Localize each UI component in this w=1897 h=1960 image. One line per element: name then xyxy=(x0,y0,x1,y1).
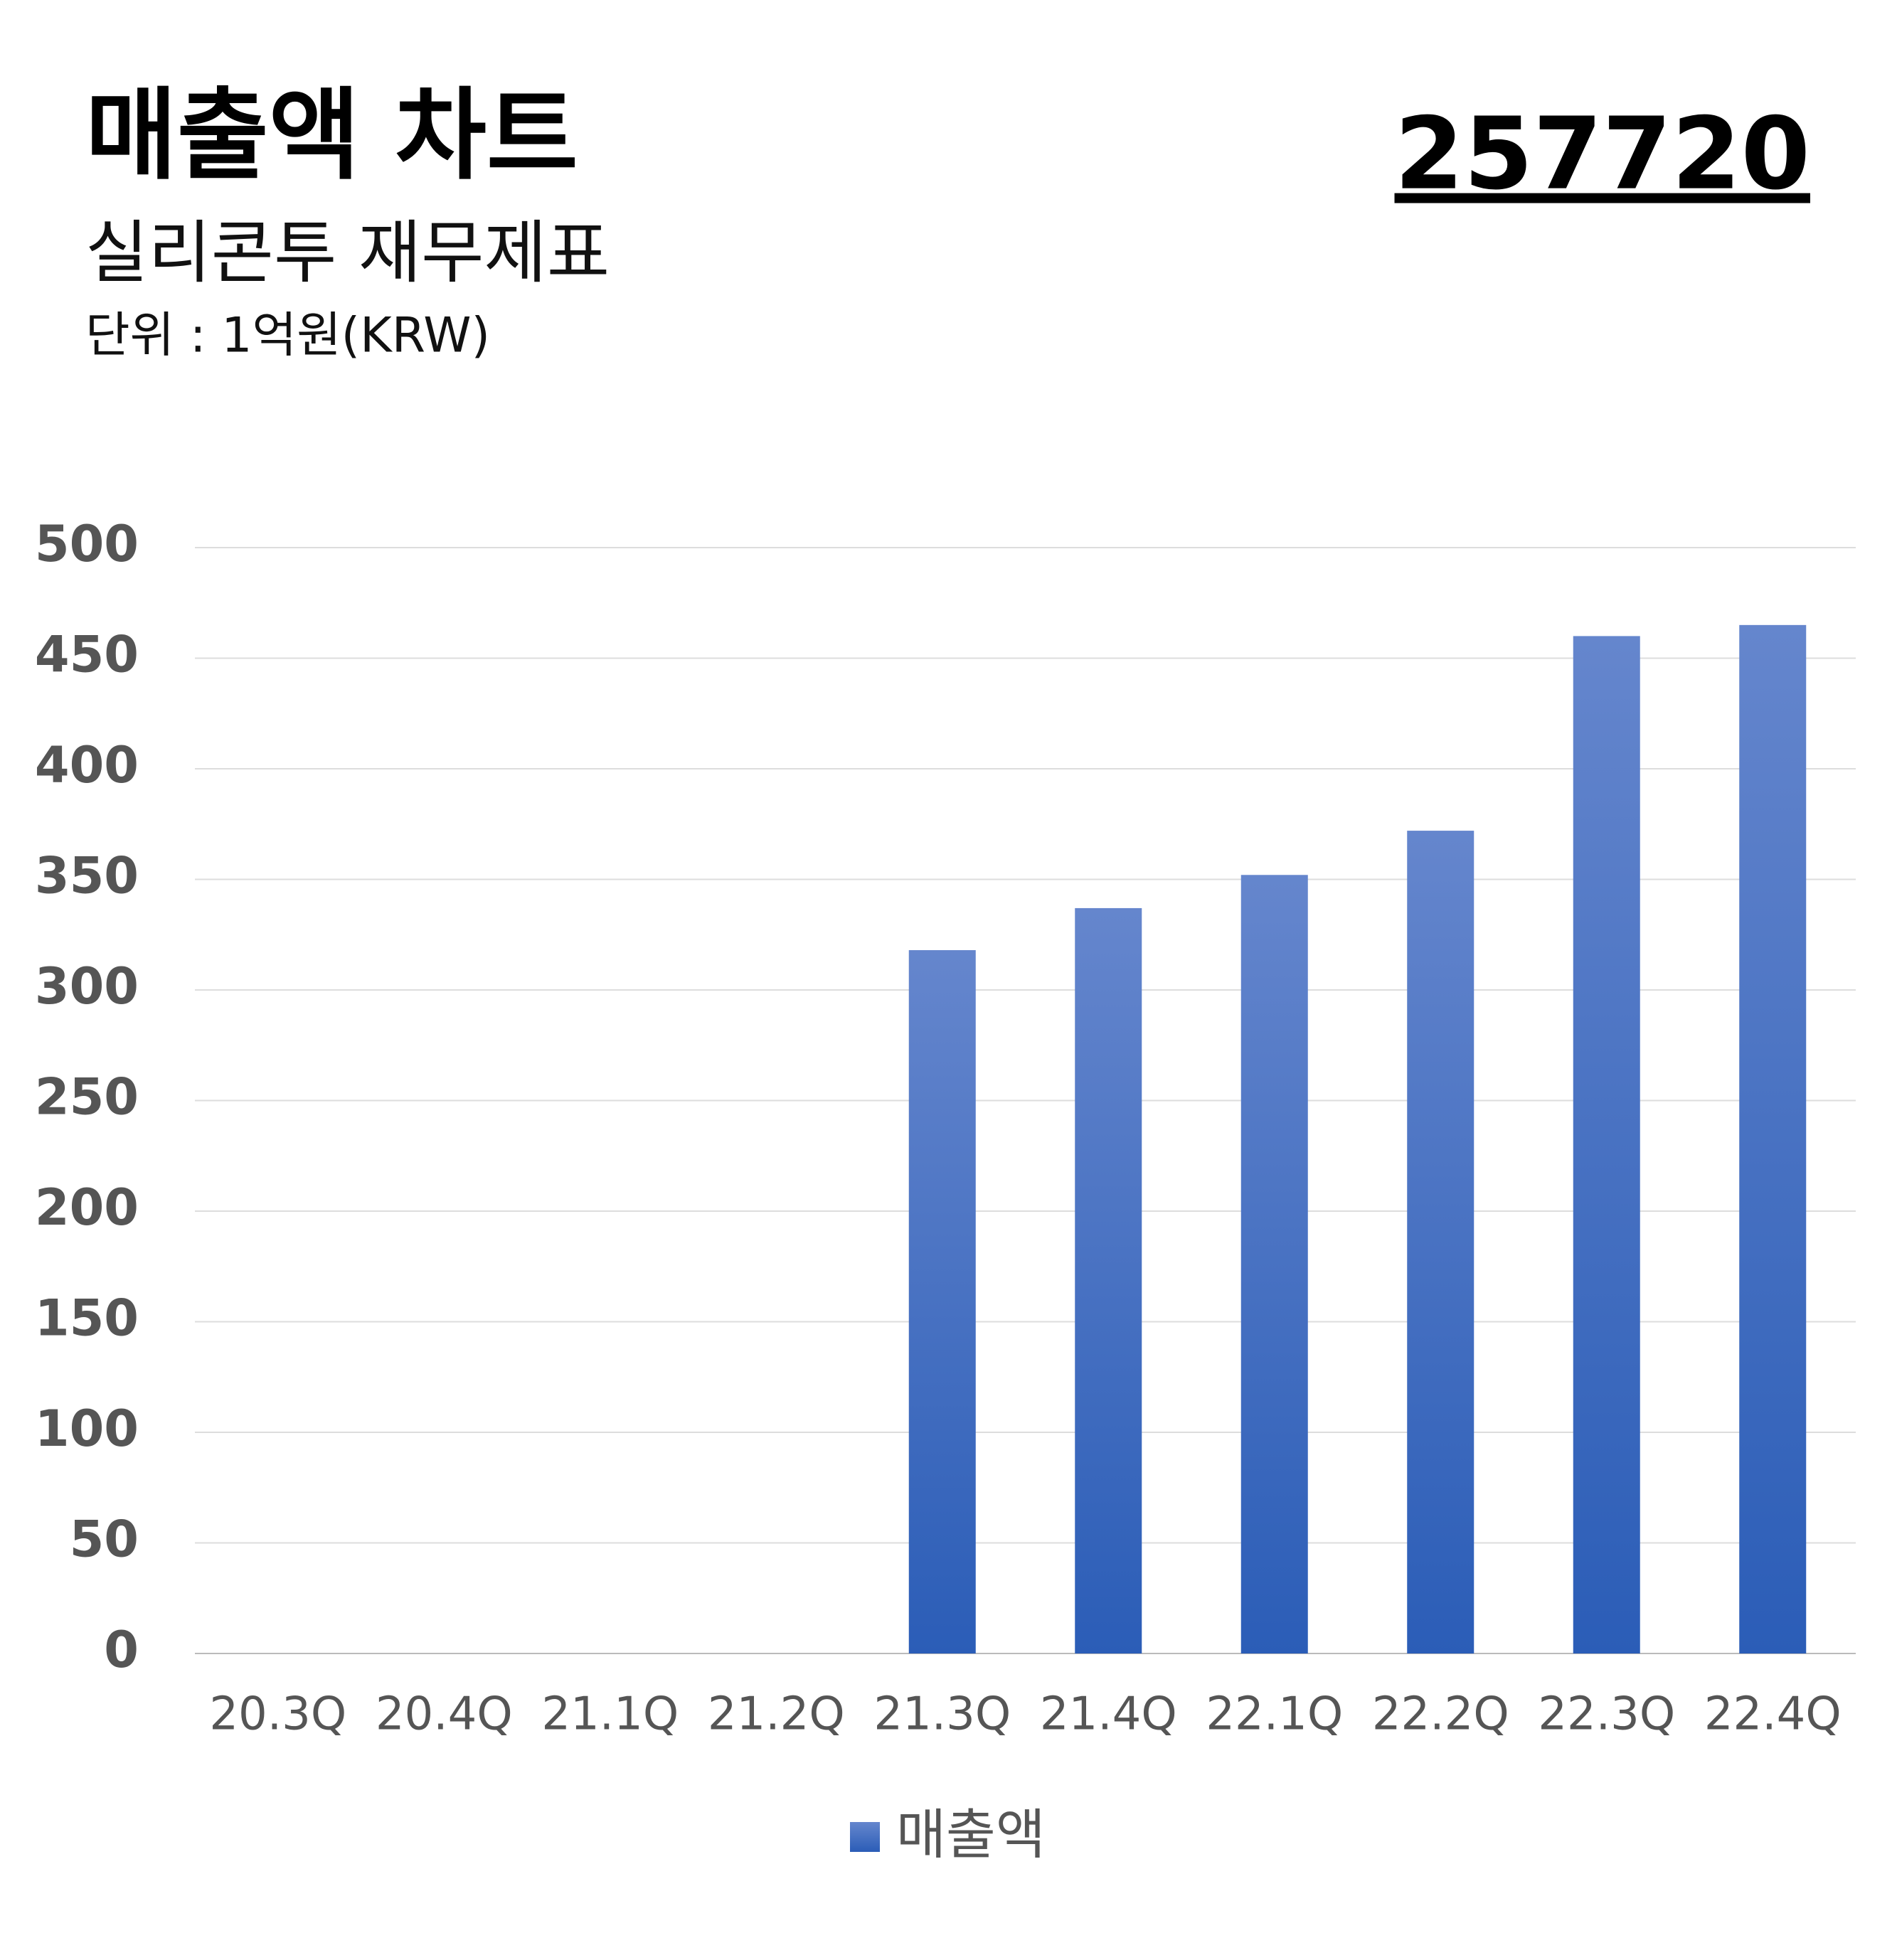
y-tick-label: 350 xyxy=(35,847,139,905)
x-tick-label: 22.2Q xyxy=(1372,1688,1509,1741)
bar xyxy=(908,950,976,1653)
bar xyxy=(1573,636,1640,1653)
chart-title: 매출액 차트 xyxy=(85,78,578,194)
y-tick-label: 250 xyxy=(35,1068,139,1127)
bar xyxy=(1739,624,1807,1653)
unit-note: 단위 : 1억원(KRW) xyxy=(85,308,490,364)
stock-code: 257720 xyxy=(1395,97,1810,213)
legend-label: 매출액 xyxy=(896,1803,1046,1866)
x-tick-label: 22.3Q xyxy=(1538,1688,1675,1741)
bar xyxy=(1075,907,1142,1653)
x-tick-label: 22.4Q xyxy=(1704,1688,1842,1741)
y-tick-label: 50 xyxy=(70,1511,139,1569)
x-tick-label: 21.4Q xyxy=(1040,1688,1177,1741)
y-tick-label: 150 xyxy=(35,1289,139,1348)
bar xyxy=(1240,875,1308,1653)
y-tick-label: 0 xyxy=(104,1621,139,1679)
y-tick-label: 500 xyxy=(35,515,139,573)
y-tick-label: 300 xyxy=(35,957,139,1016)
y-tick-label: 450 xyxy=(35,626,139,684)
y-tick-label: 200 xyxy=(35,1178,139,1237)
bar xyxy=(1407,831,1474,1653)
x-tick-label: 20.3Q xyxy=(209,1688,346,1741)
x-tick-label: 20.4Q xyxy=(376,1688,513,1741)
x-tick-label: 21.1Q xyxy=(541,1688,679,1741)
y-tick-label: 400 xyxy=(35,736,139,794)
x-tick-label: 21.3Q xyxy=(873,1688,1011,1741)
chart-subtitle: 실리콘투 재무제표 xyxy=(85,213,610,292)
x-tick-label: 21.2Q xyxy=(708,1688,845,1741)
y-tick-label: 100 xyxy=(35,1400,139,1458)
x-tick-label: 22.1Q xyxy=(1206,1688,1343,1741)
legend-swatch xyxy=(850,1822,880,1852)
